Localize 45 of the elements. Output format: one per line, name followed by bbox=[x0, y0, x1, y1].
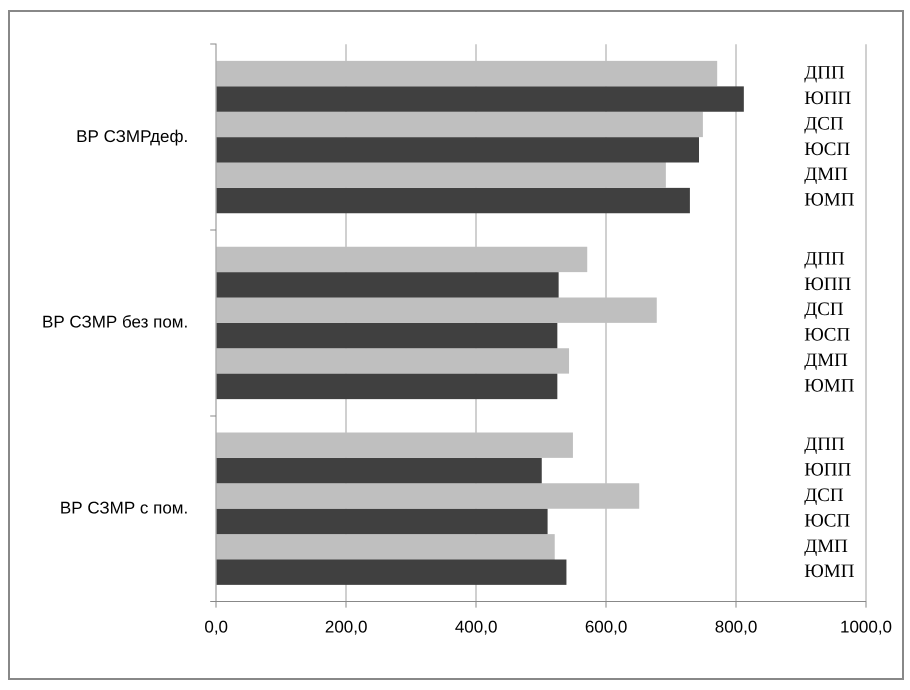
bar bbox=[216, 559, 566, 585]
text: ДСП bbox=[804, 113, 844, 134]
bar bbox=[216, 162, 666, 188]
y-tick-label: ВР СЗМР без пом. bbox=[42, 312, 188, 332]
text: ЮМП bbox=[804, 561, 854, 582]
text: ЮПП bbox=[804, 274, 852, 295]
x-tick-label: 400,0 bbox=[454, 617, 498, 636]
x-tick-label: 600,0 bbox=[584, 617, 628, 636]
text: ЮПП bbox=[804, 460, 852, 481]
bar bbox=[216, 188, 690, 214]
text: ЮСП bbox=[804, 324, 850, 346]
text: ЮМП bbox=[804, 190, 855, 211]
bar bbox=[216, 374, 558, 400]
text: ДМП bbox=[804, 164, 848, 186]
bar bbox=[216, 534, 555, 560]
text: ДМП bbox=[804, 536, 848, 557]
text: ЮСП bbox=[804, 138, 850, 160]
bar bbox=[216, 272, 559, 298]
bar bbox=[216, 458, 542, 484]
text: ЮПП bbox=[804, 88, 852, 109]
bar bbox=[216, 86, 744, 112]
text: ЮМП bbox=[804, 375, 854, 396]
bar bbox=[216, 322, 558, 348]
bar bbox=[216, 137, 699, 162]
bar bbox=[216, 246, 588, 272]
bar bbox=[216, 112, 703, 138]
y-tick-label: ВР СЗМРдеф. bbox=[76, 126, 188, 146]
y-tick-label: ВР СЗМР с пом. bbox=[60, 498, 188, 518]
text: ДПП bbox=[804, 434, 845, 456]
text: ДМП bbox=[804, 350, 848, 371]
bar bbox=[216, 60, 718, 86]
text: ДСП bbox=[804, 299, 844, 320]
bar bbox=[216, 348, 570, 374]
text: ДПП bbox=[804, 248, 845, 270]
bar bbox=[216, 483, 640, 509]
bar bbox=[216, 298, 657, 323]
text: ДСП bbox=[804, 484, 844, 506]
x-tick-label: 200,0 bbox=[324, 617, 368, 636]
text: ЮСП bbox=[804, 510, 850, 532]
x-tick-label: 1000,0 bbox=[840, 617, 892, 636]
text: ДПП bbox=[804, 62, 845, 84]
bar bbox=[216, 508, 548, 534]
bar bbox=[216, 432, 573, 458]
x-tick-label: 800,0 bbox=[714, 617, 758, 636]
x-tick-label: 0,0 bbox=[204, 617, 228, 636]
